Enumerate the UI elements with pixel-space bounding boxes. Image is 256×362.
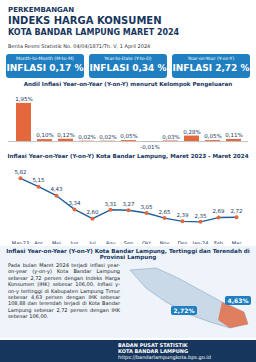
html-text:INFLASI 0,17 %: INFLASI 0,17 %: [6, 63, 84, 73]
svg-text:Agu: Agu: [106, 240, 116, 244]
svg-text:3,31: 3,31: [104, 201, 116, 207]
svg-text:5,82: 5,82: [14, 169, 26, 175]
svg-text:0,02%: 0,02%: [99, 134, 116, 140]
svg-text:Apr: Apr: [34, 240, 44, 244]
svg-text:2,65: 2,65: [158, 209, 171, 215]
svg-text:3,34: 3,34: [68, 200, 81, 206]
svg-text:Des: Des: [178, 240, 188, 244]
svg-text:0,11%: 0,11%: [225, 132, 242, 138]
html-text:INFLASI 0,34 %: INFLASI 0,34 %: [89, 63, 167, 73]
svg-text:Feb: Feb: [214, 240, 223, 244]
html-text:Berita Resmi Statistik No. 04/: Berita Resmi Statistik No. 04/04/1871/Th…: [8, 43, 151, 49]
svg-text:Mar: Mar: [232, 240, 242, 244]
svg-text:Jan-24: Jan-24: [192, 240, 209, 244]
svg-text:Nov: Nov: [160, 240, 170, 244]
svg-text:0,03%: 0,03%: [162, 134, 179, 140]
svg-text:Sep: Sep: [124, 240, 133, 244]
html-text:KOTA BANDAR LAMPUNG MARET 2024: KOTA BANDAR LAMPUNG MARET 2024: [8, 28, 180, 37]
svg-text:Okt: Okt: [142, 240, 151, 244]
svg-text:0,28%: 0,28%: [183, 129, 200, 135]
svg-text:5,15: 5,15: [32, 177, 45, 183]
svg-text:3,27: 3,27: [122, 201, 135, 207]
html-text:Inflasi Year-on-Year (Y-on-Y): Inflasi Year-on-Year (Y-on-Y) Kota Banda…: [7, 153, 249, 159]
svg-text:-0,01%: -0,01%: [140, 144, 159, 150]
html-text:Pada bulan Maret 2024 terjadi: Pada bulan Maret 2024 terjadi inflasi ye…: [8, 262, 120, 320]
html-text:INFLASI 2,72 %: INFLASI 2,72 %: [172, 63, 250, 73]
svg-text:Mar-23: Mar-23: [12, 240, 29, 244]
svg-text:2,60: 2,60: [86, 209, 99, 215]
html-text:https://bandarlampungkota.bps.: https://bandarlampungkota.bps.go.id: [118, 354, 211, 360]
html-text:Inflasi Year-on-Year (Y-on-Y): Inflasi Year-on-Year (Y-on-Y) Kota Banda…: [6, 248, 250, 260]
html-text:Month-to-Month (M-to-M): Month-to-Month (M-to-M): [16, 56, 74, 61]
html-text:Year-to-Date (Y-to-D): Year-to-Date (Y-to-D): [104, 56, 152, 61]
html-text:Year-on-Year (Y-on-Y): Year-on-Year (Y-on-Y): [187, 56, 235, 61]
svg-text:4,63%: 4,63%: [228, 297, 249, 304]
svg-text:Jul: Jul: [88, 240, 95, 244]
html-text:PERKEMBANGAN: PERKEMBANGAN: [8, 6, 75, 14]
svg-text:3,05: 3,05: [140, 204, 153, 210]
svg-text:0,05%: 0,05%: [120, 133, 137, 139]
svg-text:0,10%: 0,10%: [36, 132, 53, 138]
svg-text:2,69: 2,69: [212, 208, 225, 214]
svg-text:4,43: 4,43: [50, 186, 63, 192]
svg-text:Mei: Mei: [52, 240, 61, 244]
svg-text:Jun: Jun: [70, 240, 79, 244]
svg-text:2,35: 2,35: [194, 213, 207, 219]
html-text:KOTA BANDAR LAMPUNG: KOTA BANDAR LAMPUNG: [118, 348, 189, 354]
svg-text:2,72: 2,72: [230, 208, 242, 214]
html-text:INDEKS HARGA KONSUMEN: INDEKS HARGA KONSUMEN: [8, 15, 162, 26]
svg-text:1,95%: 1,95%: [15, 96, 32, 102]
svg-text:2,72%: 2,72%: [174, 307, 195, 314]
svg-text:0,05%: 0,05%: [204, 133, 221, 139]
svg-text:2,39: 2,39: [176, 212, 189, 218]
html-text:Andil Inflasi Year-on-Year (Y-: Andil Inflasi Year-on-Year (Y-on-Y) menu…: [23, 81, 233, 87]
svg-text:0,02%: 0,02%: [78, 134, 95, 140]
svg-text:0,12%: 0,12%: [57, 132, 74, 138]
html-text:BADAN PUSAT STATISTIK: BADAN PUSAT STATISTIK: [118, 342, 188, 348]
